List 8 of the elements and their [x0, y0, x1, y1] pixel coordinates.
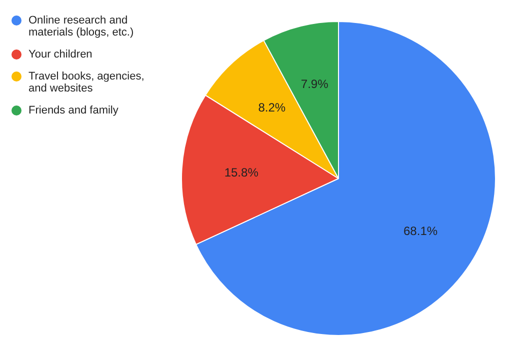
legend-label: Friends and family	[28, 104, 119, 116]
legend-label: Online research and materials (blogs, etc.)	[28, 14, 134, 38]
legend-label: Travel books, agencies, and websites	[28, 70, 144, 94]
data-label: 15.8%	[224, 165, 259, 180]
legend-label: Your children	[28, 48, 92, 60]
data-label: 7.9%	[300, 77, 329, 92]
data-label: 68.1%	[404, 224, 438, 238]
data-label: 8.2%	[258, 100, 286, 115]
